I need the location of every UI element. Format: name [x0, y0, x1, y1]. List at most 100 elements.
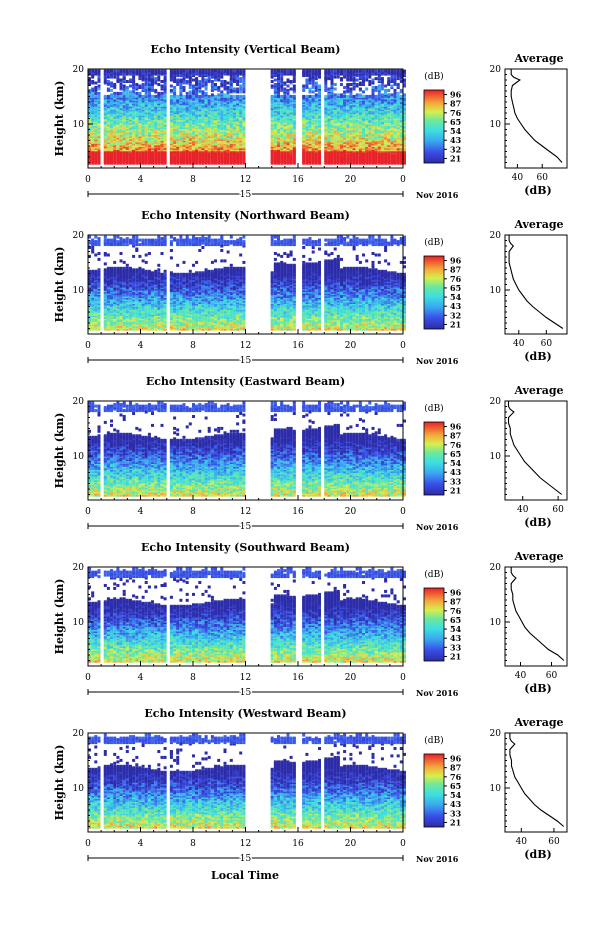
average-y-tick-label: 10 — [490, 120, 502, 130]
x-tick-label: 8 — [190, 507, 196, 517]
x-tick-label: 4 — [138, 673, 144, 683]
average-y-tick-label: 20 — [490, 729, 502, 739]
panel-vertical: Echo Intensity (Vertical Beam) 10 20 Height… — [53, 43, 568, 202]
colorbar-tick-label: 54 — [450, 458, 462, 468]
colorbar-tick-label: 96 — [450, 422, 462, 432]
average-x-tick-label: 40 — [517, 505, 529, 515]
colorbar-tick-label: 87 — [450, 597, 461, 607]
x-tick-label: 0 — [85, 507, 91, 517]
colorbar-tick-label: 96 — [450, 588, 462, 598]
colorbar-tick-label: 76 — [450, 440, 462, 450]
x-tick-label: 8 — [190, 175, 196, 185]
average-y-tick-label: 10 — [490, 286, 502, 296]
colorbar-tick-label: 43 — [450, 301, 462, 311]
average-profile-line — [510, 69, 563, 163]
average-x-tick-label: 40 — [516, 837, 528, 847]
colorbar-tick-label: 43 — [450, 799, 462, 809]
chart-title: Echo Intensity (Westward Beam) — [144, 707, 346, 720]
average-x-tick-label: 60 — [552, 505, 564, 515]
colorbar — [423, 255, 445, 330]
average-y-tick-label: 20 — [490, 563, 502, 573]
y-tick-label: 10 — [73, 286, 85, 296]
day-label: 15 — [240, 190, 252, 200]
colorbar-tick-label: 33 — [450, 476, 462, 486]
average-frame — [504, 732, 568, 833]
x-tick-label: 4 — [138, 839, 144, 849]
x-tick-label: 0 — [400, 175, 406, 185]
colorbar-tick-label: 43 — [450, 135, 462, 145]
colorbar-unit: (dB) — [424, 569, 443, 580]
x-tick-label: 20 — [345, 175, 357, 185]
colorbar-tick-label: 76 — [450, 606, 462, 616]
x-tick-label: 4 — [138, 341, 144, 351]
colorbar-tick-label: 87 — [450, 265, 461, 275]
x-tick-label: 8 — [190, 839, 196, 849]
average-profile-line — [509, 733, 565, 827]
average-frame — [504, 400, 568, 501]
y-axis-label: Height (km) — [53, 413, 66, 489]
average-profile-line — [508, 235, 564, 329]
x-tick-label: 0 — [400, 673, 406, 683]
colorbar-unit: (dB) — [424, 735, 443, 746]
colorbar-unit: (dB) — [424, 237, 443, 248]
panel-southward: Echo Intensity (Southward Beam) 10 20 Heigh… — [53, 541, 568, 700]
colorbar-tick-label: 96 — [450, 90, 462, 100]
colorbar-tick-label: 21 — [450, 817, 461, 827]
average-x-label: (dB) — [524, 350, 551, 363]
average-title: Average — [513, 384, 563, 397]
colorbar-tick-label: 65 — [450, 781, 461, 791]
colorbar-tick-label: 96 — [450, 256, 462, 266]
colorbar-tick-label: 76 — [450, 772, 462, 782]
average-title: Average — [513, 550, 563, 563]
date-label: Nov 2016 — [416, 688, 459, 698]
date-label: Nov 2016 — [416, 356, 459, 366]
colorbar-tick-label: 87 — [450, 763, 461, 773]
day-label: 15 — [240, 688, 252, 698]
heatmap-cells — [88, 401, 406, 497]
colorbar-tick-label: 65 — [450, 615, 461, 625]
day-label: 15 — [240, 356, 252, 366]
chart-title: Echo Intensity (Northward Beam) — [141, 209, 350, 222]
x-tick-label: 12 — [240, 507, 251, 517]
y-axis-label: Height (km) — [53, 247, 66, 323]
colorbar-tick-label: 21 — [450, 485, 461, 495]
y-axis-label: Height (km) — [53, 579, 66, 655]
x-tick-label: 0 — [400, 341, 406, 351]
colorbar-tick-label: 32 — [450, 144, 461, 154]
colorbar-tick-label: 33 — [450, 808, 462, 818]
day-label: 15 — [240, 854, 252, 864]
heatmap-cells — [88, 567, 406, 663]
chart-title: Echo Intensity (Eastward Beam) — [146, 375, 345, 388]
y-tick-label: 20 — [73, 397, 85, 407]
average-frame — [504, 234, 568, 335]
colorbar-tick-label: 96 — [450, 754, 462, 764]
colorbar — [423, 421, 445, 496]
colorbar-tick-label: 65 — [450, 283, 461, 293]
colorbar-unit: (dB) — [424, 71, 443, 82]
x-tick-label: 0 — [400, 839, 406, 849]
x-tick-label: 16 — [292, 673, 304, 683]
colorbar — [423, 753, 445, 828]
x-tick-label: 0 — [85, 175, 91, 185]
average-y-tick-label: 10 — [490, 452, 502, 462]
heatmap-cells — [88, 235, 406, 331]
colorbar-tick-label: 54 — [450, 292, 462, 302]
x-tick-label: 0 — [85, 839, 91, 849]
y-tick-label: 20 — [73, 231, 85, 241]
average-title: Average — [513, 52, 563, 65]
colorbar-tick-label: 87 — [450, 99, 461, 109]
colorbar-tick-label: 54 — [450, 624, 462, 634]
x-tick-label: 20 — [345, 673, 357, 683]
x-tick-label: 0 — [400, 507, 406, 517]
colorbar-tick-label: 33 — [450, 642, 462, 652]
average-x-tick-label: 60 — [541, 339, 553, 349]
heatmap-cells — [88, 69, 406, 165]
y-tick-label: 10 — [73, 120, 85, 130]
colorbar-tick-label: 43 — [450, 467, 462, 477]
colorbar — [423, 587, 445, 662]
average-title: Average — [513, 716, 563, 729]
y-tick-label: 10 — [73, 452, 85, 462]
average-y-tick-label: 10 — [490, 618, 502, 628]
colorbar-unit: (dB) — [424, 403, 443, 414]
date-label: Nov 2016 — [416, 190, 459, 200]
